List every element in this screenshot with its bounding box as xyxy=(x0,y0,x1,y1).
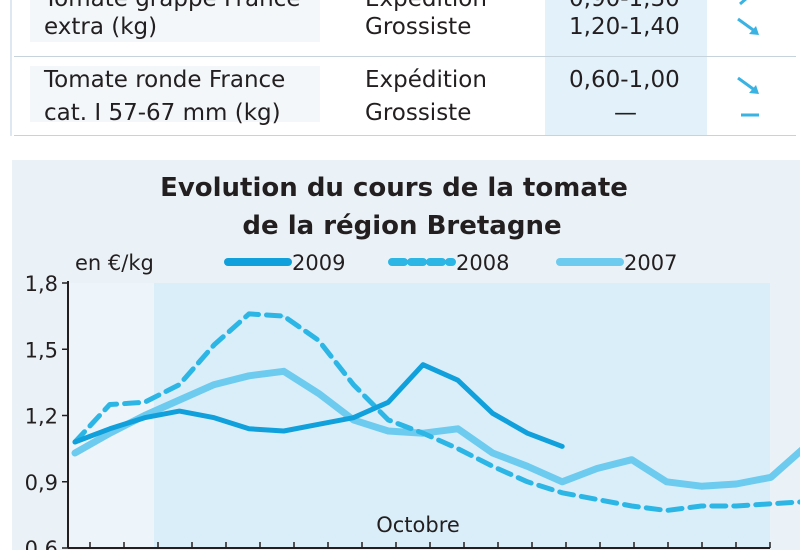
table-row-2-product-line1: Tomate ronde France xyxy=(44,67,286,93)
data-point-2007 xyxy=(248,375,250,377)
data-point-2008 xyxy=(283,315,285,317)
legend-label-2007: 2007 xyxy=(624,251,677,275)
data-point-2008 xyxy=(561,492,563,494)
data-point-2008 xyxy=(735,505,737,507)
table-left-rule xyxy=(10,0,12,136)
data-point-2007 xyxy=(700,485,702,487)
y-tick-label: 0,9 xyxy=(25,471,58,495)
data-point-2008 xyxy=(596,498,598,500)
data-point-2008 xyxy=(387,419,389,421)
data-point-2008 xyxy=(770,503,772,505)
price-table: Tomate grappe France extra (kg) Expéditi… xyxy=(0,0,800,140)
chart-title-line2: de la région Bretagne xyxy=(242,211,561,241)
data-point-2008 xyxy=(213,344,215,346)
trend-up-icon xyxy=(739,0,747,6)
data-point-2009 xyxy=(283,430,285,432)
data-point-2009 xyxy=(74,441,76,443)
table-row-1-price-line2: 1,20-1,40 xyxy=(569,14,680,40)
plot-area-background xyxy=(154,283,770,548)
product-cell-band xyxy=(30,0,320,42)
data-point-2007 xyxy=(666,481,668,483)
data-point-2008 xyxy=(666,510,668,511)
y-tick-label: 1,2 xyxy=(25,405,58,429)
data-point-2007 xyxy=(457,428,459,430)
row-separator xyxy=(14,135,796,136)
table-row-1-price-line1: 0,90-1,30 xyxy=(569,0,680,15)
data-point-2007 xyxy=(387,430,389,432)
data-point-2008 xyxy=(352,384,354,386)
data-point-2009 xyxy=(492,412,494,414)
y-tick-label: 1,5 xyxy=(25,338,58,362)
table-row-1-stage-line1: Expédition xyxy=(365,0,487,15)
data-point-2009 xyxy=(422,364,424,366)
legend-label-2009: 2009 xyxy=(292,251,345,275)
data-point-2009 xyxy=(213,417,215,419)
data-point-2009 xyxy=(387,401,389,403)
table-row-1-product-line1: Tomate grappe France xyxy=(44,0,300,15)
data-point-2008 xyxy=(109,404,111,405)
data-point-2007 xyxy=(561,481,563,483)
data-point-2008 xyxy=(526,481,528,483)
data-point-2008 xyxy=(318,339,320,341)
data-point-2007 xyxy=(178,399,180,401)
data-point-2009 xyxy=(318,423,320,425)
data-point-2008 xyxy=(248,313,250,315)
data-point-2009 xyxy=(457,379,459,381)
data-point-2009 xyxy=(248,428,250,430)
table-row-2-price-line2: — xyxy=(614,100,637,126)
data-point-2008 xyxy=(492,465,494,467)
price-column-background xyxy=(545,0,707,136)
data-point-2007 xyxy=(526,465,528,467)
table-row-2-product-line2: cat. I 57-67 mm (kg) xyxy=(44,100,281,126)
table-row-1-stage-line2: Grossiste xyxy=(365,14,472,40)
chart-title-line1: Evolution du cours de la tomate xyxy=(160,173,628,203)
data-point-2009 xyxy=(178,410,180,412)
data-point-2007 xyxy=(109,432,111,434)
x-axis-month-label: Octobre xyxy=(376,513,460,537)
data-point-2007 xyxy=(318,392,320,394)
data-point-2008 xyxy=(457,448,459,450)
table-row-2-stage-line2: Grossiste xyxy=(365,100,472,126)
data-point-2008 xyxy=(422,432,424,434)
data-point-2009 xyxy=(109,428,111,430)
table-row-2-stage-line1: Expédition xyxy=(365,67,487,93)
data-point-2009 xyxy=(561,445,563,447)
data-point-2007 xyxy=(283,370,285,372)
data-point-2007 xyxy=(735,483,737,485)
data-point-2007 xyxy=(492,452,494,454)
legend-label-2008: 2008 xyxy=(456,251,509,275)
data-point-2008 xyxy=(631,505,633,507)
trend-icons-layer xyxy=(737,0,759,117)
row-separator xyxy=(14,56,796,57)
table-row-2-price-line1: 0,60-1,00 xyxy=(569,67,680,93)
data-point-2009 xyxy=(526,432,528,434)
data-point-2009 xyxy=(144,417,146,419)
y-tick-label: 1,8 xyxy=(25,272,58,296)
data-point-2008 xyxy=(144,401,146,403)
data-point-2008 xyxy=(700,505,702,507)
data-point-2007 xyxy=(74,452,76,454)
data-point-2007 xyxy=(213,384,215,386)
y-axis-unit-label: en €/kg xyxy=(75,251,154,275)
product-cell-band xyxy=(30,66,320,122)
trend-down-icon xyxy=(737,17,759,35)
data-point-2008 xyxy=(178,384,180,386)
data-point-2007 xyxy=(596,468,598,469)
data-point-2009 xyxy=(352,417,354,419)
table-row-1-product-line2: extra (kg) xyxy=(44,14,158,40)
trend-down-icon xyxy=(737,76,759,94)
data-point-2007 xyxy=(631,459,633,461)
y-tick-label: 0,6 xyxy=(25,537,58,550)
data-point-2007 xyxy=(770,476,772,478)
